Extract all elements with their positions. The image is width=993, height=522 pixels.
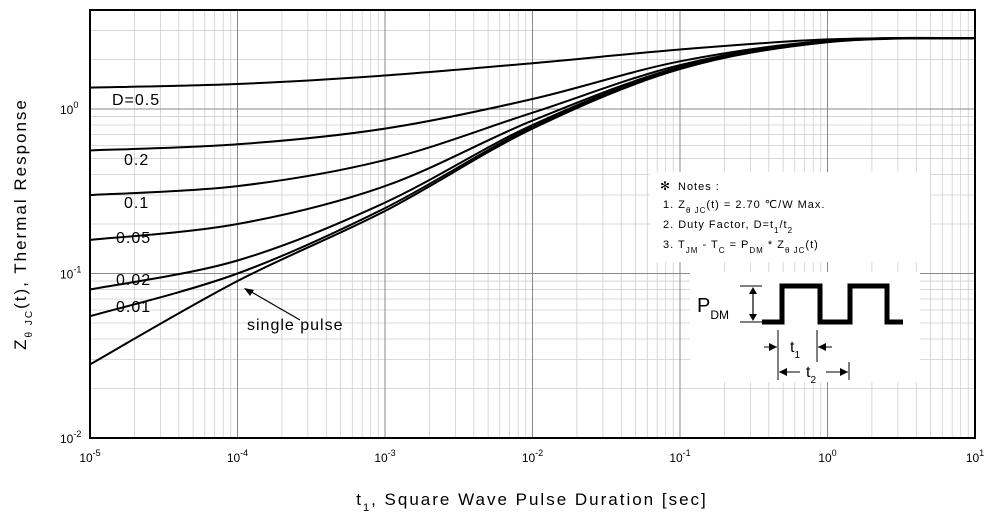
x-tick-label: 101 — [966, 448, 984, 465]
pdm-label: PDM — [697, 295, 729, 322]
y-tick-label: 10-1 — [60, 265, 81, 282]
notes-bullet: ✻ — [660, 179, 671, 193]
notes-box: ✻ Notes : 1. Zθ JC(t) = 2.70 ℃/W Max. 2.… — [650, 172, 930, 262]
x-tick-label: 10-5 — [79, 448, 100, 465]
notes-title: Notes : — [678, 181, 720, 193]
x-tick-label: 10-3 — [374, 448, 395, 465]
series-label-001: 0.01 — [116, 299, 151, 316]
series-line-0 — [89, 37, 976, 89]
tick-labels: 10-5 10-4 10-3 10-2 10-1 100 101 10-2 10-1 100 — [60, 100, 984, 465]
series-labels: D=0.5 0.2 0.1 0.05 0.02 0.01 single puls… — [112, 92, 344, 334]
series-line-6 — [89, 37, 976, 366]
t2-label: t2 — [806, 364, 816, 386]
series-layer — [89, 36, 976, 366]
series-label-01: 0.1 — [124, 195, 149, 212]
series-label-d05: D=0.5 — [112, 92, 160, 109]
x-tick-label: 10-4 — [227, 448, 248, 465]
x-tick-label: 100 — [818, 448, 836, 465]
note-1: 1. Zθ JC(t) = 2.70 ℃/W Max. — [663, 199, 825, 215]
series-label-005: 0.05 — [116, 230, 151, 247]
series-label-02: 0.2 — [124, 152, 149, 169]
pulse-waveform — [762, 283, 903, 325]
series-label-single: single pulse — [247, 317, 344, 334]
x-tick-label: 10-2 — [522, 448, 543, 465]
x-axis-title: t1, Square Wave Pulse Duration [sec] — [356, 490, 708, 514]
y-tick-label: 10-2 — [60, 429, 81, 446]
single-pulse-pointer — [244, 288, 301, 321]
plot-frame — [89, 9, 976, 439]
series-label-002: 0.02 — [116, 272, 151, 289]
y-axis-title: Zθ JC(t), Thermal Response — [11, 98, 35, 350]
note-3: 3. TJM - TC = PDM * Zθ JC(t) — [663, 239, 819, 255]
note-2: 2. Duty Factor, D=t1/t2 — [663, 219, 793, 235]
x-tick-label: 10-1 — [669, 448, 690, 465]
pulse-diagram: PDM t1 t2 — [690, 272, 920, 386]
y-tick-label: 100 — [60, 100, 78, 117]
t1-label: t1 — [790, 339, 800, 361]
